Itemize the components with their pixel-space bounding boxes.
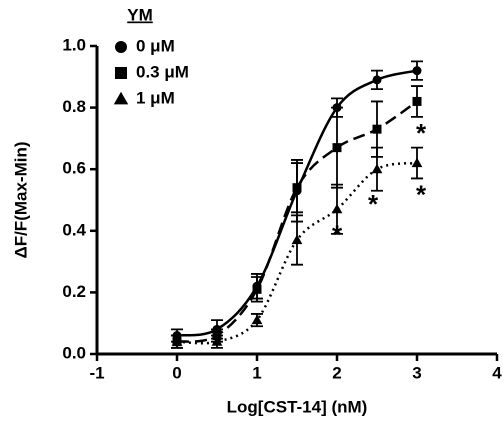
x-tick-label: 1 [252,363,261,382]
x-tick-label: 4 [492,363,502,382]
marker [371,163,383,174]
annotation: * [368,189,379,219]
x-tick-label: 3 [412,363,421,382]
y-tick-label: 0.6 [62,159,86,178]
y-tick-label: 0.8 [62,97,86,116]
y-tick-label: 0.2 [62,282,86,301]
legend-label: 1 μM [136,88,175,107]
x-tick-label: -1 [89,363,104,382]
x-tick-label: 2 [332,363,341,382]
y-tick-label: 0.0 [62,343,86,362]
marker [331,203,343,214]
marker [332,143,342,153]
legend-marker [115,41,127,53]
marker [411,157,423,168]
marker [372,75,382,85]
legend-label: 0 μM [136,36,175,55]
marker [412,96,422,106]
marker [372,124,382,134]
marker [292,183,302,193]
annotation: * [332,220,343,250]
marker [412,66,422,76]
marker [211,336,223,346]
annotation: * [416,180,427,210]
x-axis-label: Log[CST-14] (nM) [227,397,368,416]
legend-marker [113,91,129,105]
legend-title: YM [127,5,153,24]
y-axis-label: ΔF/F(Max-Min) [11,141,30,258]
marker [171,336,183,346]
x-tick-label: 0 [172,363,181,382]
y-tick-label: 1.0 [62,35,86,54]
marker [251,314,263,325]
legend-label: 0.3 μM [136,62,189,81]
marker [252,284,262,294]
y-tick-label: 0.4 [62,220,86,239]
annotation: * [416,118,427,148]
marker [291,234,303,245]
legend-marker [115,67,127,79]
